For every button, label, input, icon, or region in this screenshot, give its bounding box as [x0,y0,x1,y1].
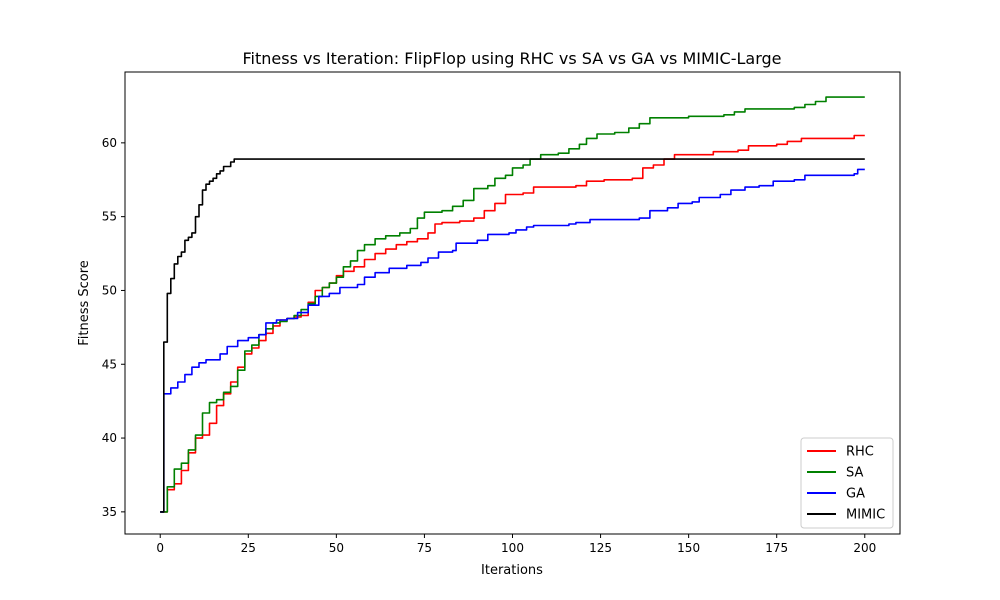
y-tick-label: 50 [102,283,117,297]
x-axis-ticks: 0 25 50 75 100 125 150 175 200 [156,534,876,555]
y-tick-label: 35 [102,505,117,519]
x-tick-label: 125 [589,541,612,555]
legend-label-rhc: RHC [846,445,874,460]
x-tick-label: 50 [329,541,344,555]
legend-label-sa: SA [846,466,863,481]
series-line-rhc [160,134,865,513]
legend: RHC SA GA MIMIC [800,437,894,529]
y-tick-label: 55 [102,210,117,224]
y-axis-ticks: 35 40 45 50 55 60 [102,136,125,519]
chart-title: Fitness vs Iteration: FlipFlop using RHC… [243,49,782,68]
y-tick-label: 60 [102,136,117,150]
x-tick-label: 200 [853,541,876,555]
plot-lines [160,96,865,513]
x-tick-label: 100 [501,541,524,555]
x-axis-label: Iterations [481,563,543,578]
plot-frame [124,71,901,535]
x-tick-label: 150 [677,541,700,555]
x-tick-label: 175 [765,541,788,555]
series-line-sa [160,96,865,513]
y-tick-label: 40 [102,431,117,445]
legend-label-ga: GA [846,487,865,502]
x-tick-label: 25 [241,541,256,555]
y-axis-label: Fitness Score [77,260,92,346]
legend-box [800,437,894,529]
y-tick-label: 45 [102,357,117,371]
x-tick-label: 75 [417,541,432,555]
series-line-ga [160,168,865,513]
legend-label-mimic: MIMIC [846,508,885,523]
x-tick-label: 0 [156,541,164,555]
series-line-mimic [160,158,865,513]
